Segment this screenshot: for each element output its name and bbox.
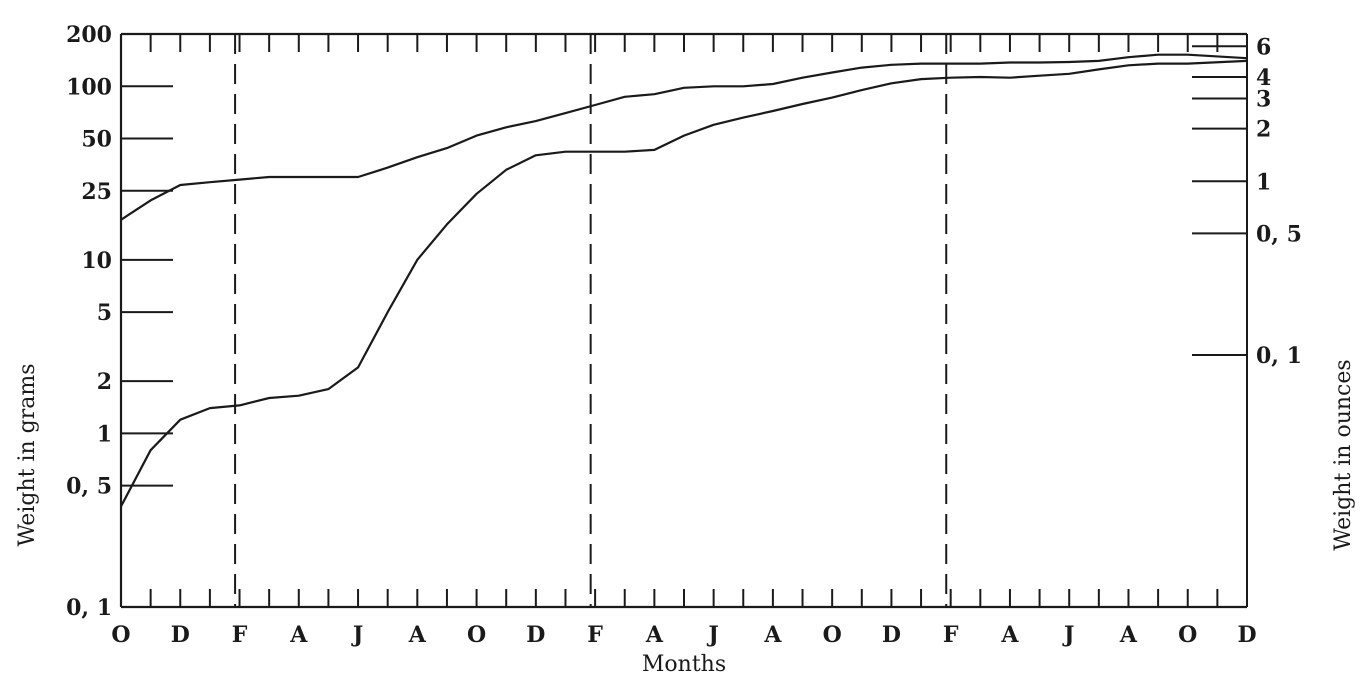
x-tick-label: D [882,622,901,648]
x-tick-label: J [351,622,363,648]
x-tick-label: O [1178,622,1197,648]
left-y-tick-label: 5 [97,300,112,326]
x-tick-label: O [823,622,842,648]
right-y-tick-label: 6 [1256,34,1271,60]
x-tick-label: A [763,622,782,648]
x-tick-label: D [526,622,545,648]
right-y-tick-label: 2 [1256,117,1271,143]
axes-group [119,32,1248,609]
left-y-tick-label: 2 [97,369,112,395]
series-line-lower [120,59,1248,507]
x-tick-label: D [1237,622,1256,648]
x-tick-label: O [111,622,130,648]
x-tick-label: A [289,622,308,648]
left-y-tick-label: 100 [66,74,112,100]
left-y-tick-label: 200 [66,22,112,48]
tick-label-group: O D F A J A O D F A J A O D F A J A O D 200 100 50 25 10 5 2 1 0, 5 0… [66,22,1302,648]
x-tick-label: A [1000,622,1019,648]
x-tick-label: A [1119,622,1138,648]
series-line-upper [120,53,1248,221]
left-y-tick-label: 50 [81,127,112,153]
year-divider-group [234,34,948,607]
left-y-tick-label: 0, 5 [66,474,112,500]
left-y-tick-label: 1 [97,421,112,447]
right-y-tick-label: 0, 1 [1256,343,1302,369]
x-tick-label: J [706,622,718,648]
x-tick-label: A [645,622,664,648]
right-y-tick-label: 3 [1256,87,1271,113]
y-axis-title-right: Weight in ounces [1331,359,1356,550]
x-axis-title: Months [642,652,726,677]
right-y-tick-label: 1 [1256,169,1271,195]
y-axis-title-left: Weight in grams [15,363,40,546]
left-y-tick-label: 25 [81,179,112,205]
x-tick-label: F [943,622,959,648]
x-tick-label: J [1062,622,1074,648]
x-tick-label: F [587,622,603,648]
x-tick-label: F [232,622,248,648]
series-group [120,53,1248,507]
x-tick-label: A [408,622,427,648]
x-tick-label: O [467,622,486,648]
right-y-tick-label: 4 [1256,65,1271,91]
left-y-tick-label: 0, 1 [66,595,112,621]
x-tick-label: D [171,622,190,648]
right-y-tick-label: 0, 5 [1256,221,1302,247]
left-y-tick-label: 10 [81,248,112,274]
